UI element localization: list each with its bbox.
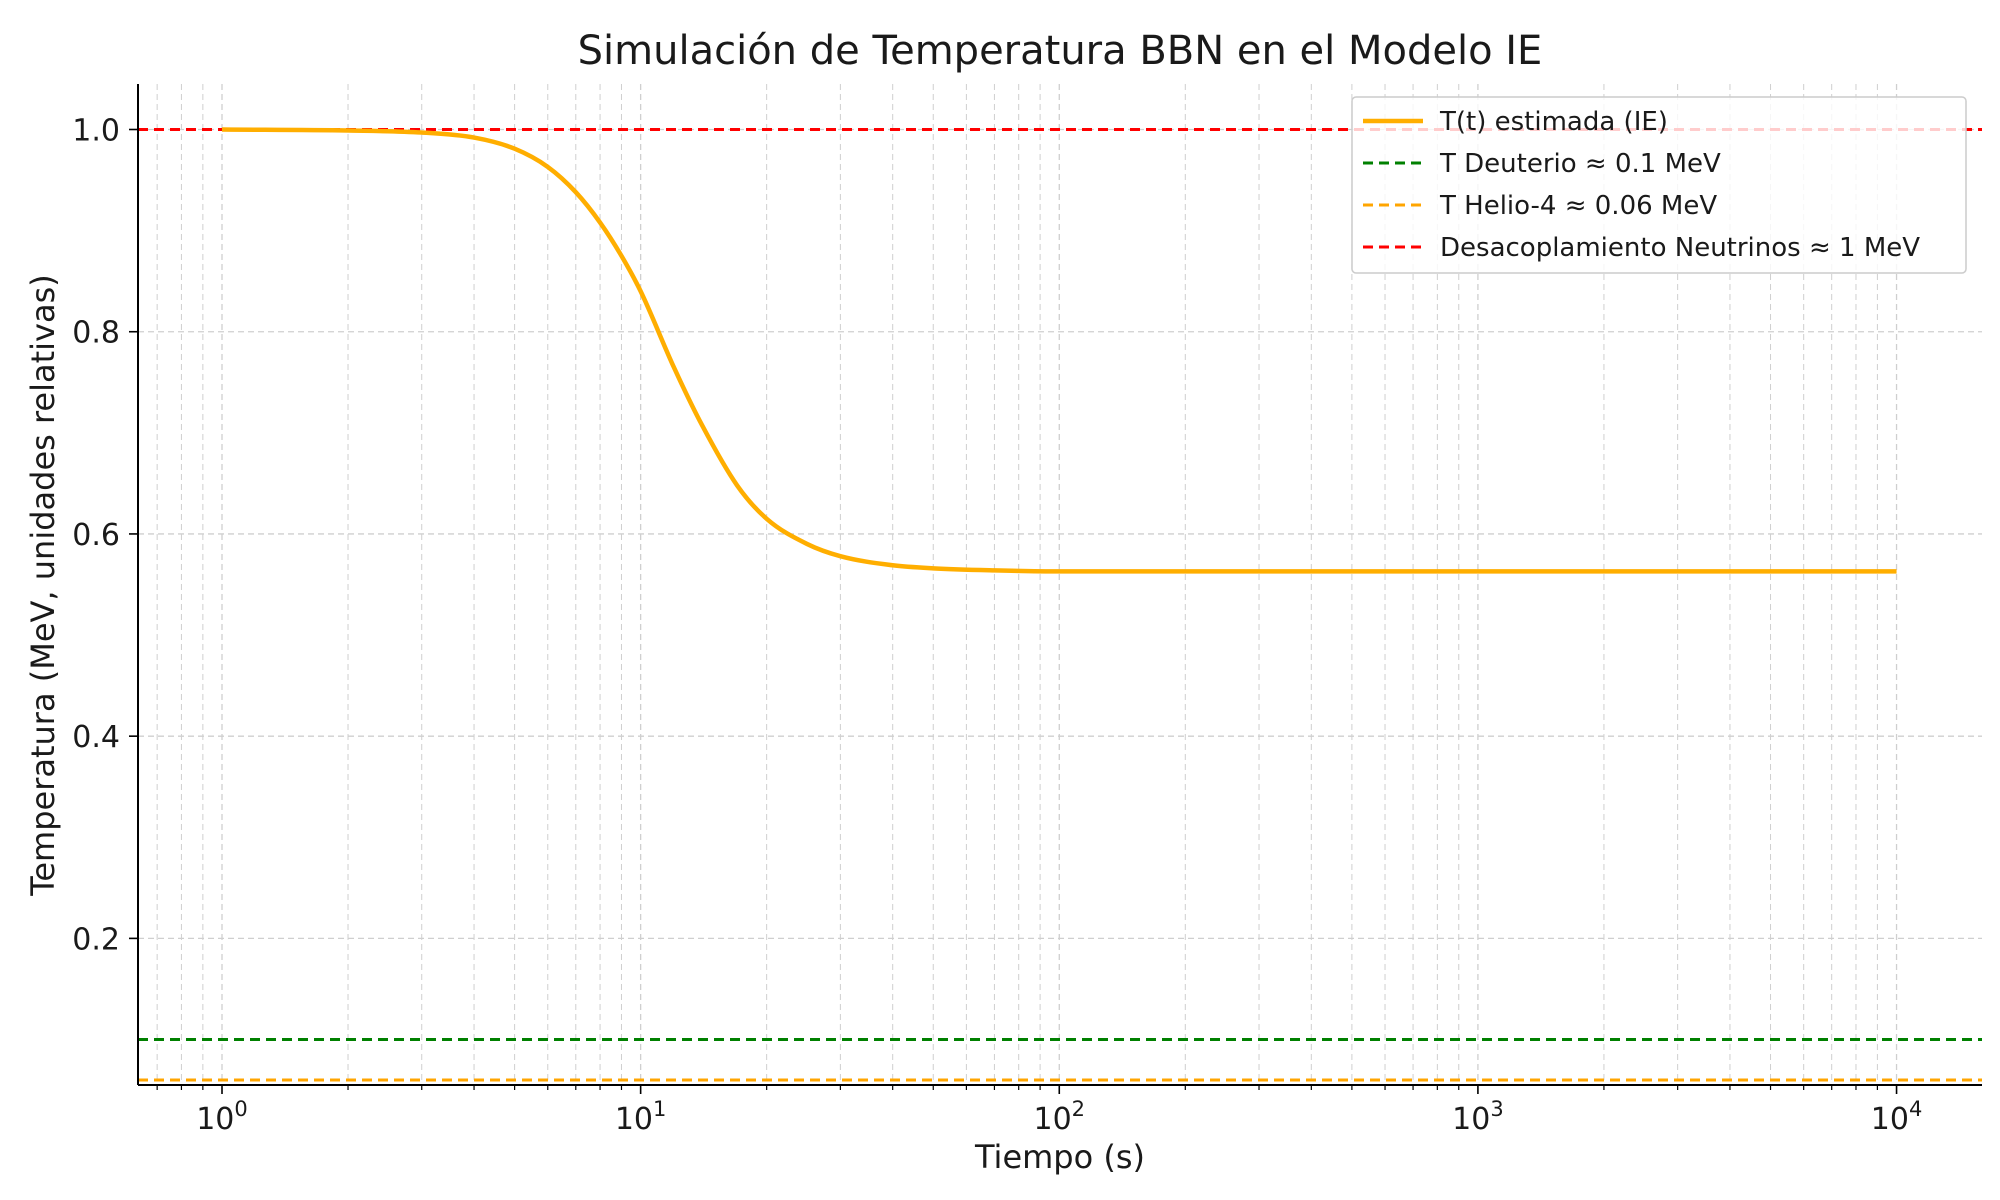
legend-label: Desacoplamiento Neutrinos ≈ 1 MeV — [1440, 233, 1920, 263]
x-tick-label: 104 — [1871, 1097, 1923, 1137]
y-tick-label: 0.4 — [72, 720, 120, 755]
x-ticks: 100 101 102 103 104 — [156, 1085, 1923, 1137]
grid — [138, 84, 1982, 1085]
legend-label: T Helio-4 ≈ 0.06 MeV — [1439, 191, 1717, 221]
x-tick-label: 100 — [196, 1097, 248, 1137]
y-ticks: 0.2 0.4 0.6 0.8 1.0 — [72, 114, 138, 957]
series-line — [221, 127, 1897, 574]
x-tick-label: 101 — [615, 1097, 667, 1137]
y-tick-label: 0.6 — [72, 518, 120, 553]
x-tick-label: 102 — [1033, 1097, 1085, 1137]
y-tick-label: 0.8 — [72, 316, 120, 351]
y-axis-label: Temperatura (MeV, unidades relativas) — [24, 274, 62, 897]
x-axis-label: Tiempo (s) — [974, 1138, 1145, 1176]
y-tick-label: 1.0 — [72, 114, 120, 149]
legend: T(t) estimada (IE) T Deuterio ≈ 0.1 MeV T … — [1351, 96, 1967, 274]
legend-box — [1351, 96, 1967, 274]
y-tick-label: 0.2 — [72, 922, 120, 957]
series-layer — [221, 127, 1897, 574]
chart-title: Simulación de Temperatura BBN en el Mode… — [578, 28, 1543, 74]
legend-label: T Deuterio ≈ 0.1 MeV — [1439, 149, 1721, 179]
x-tick-label: 103 — [1452, 1097, 1504, 1137]
legend-label: T(t) estimada (IE) — [1439, 107, 1668, 137]
